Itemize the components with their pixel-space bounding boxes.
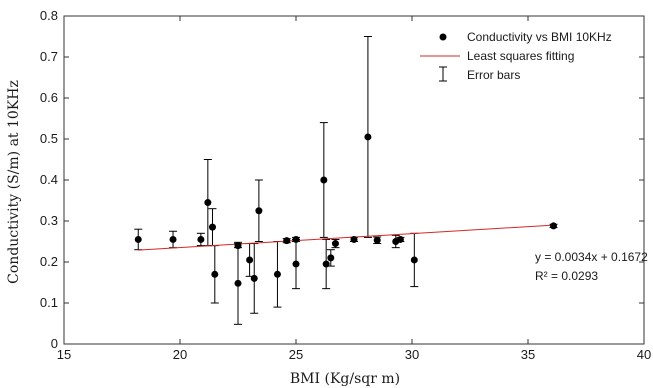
data-point [273, 270, 281, 278]
x-tick-label: 15 [57, 347, 71, 362]
y-tick-label: 0 [51, 336, 58, 351]
y-tick-label: 0.7 [40, 49, 58, 64]
data-point [550, 222, 558, 230]
legend-errorbars-label: Error bars [467, 68, 520, 82]
data-point [134, 235, 142, 243]
x-tick-label: 35 [521, 347, 535, 362]
data-point [250, 274, 258, 282]
x-tick-label: 25 [289, 347, 303, 362]
y-tick-label: 0.2 [40, 254, 58, 269]
y-tick-label: 0.8 [40, 8, 58, 23]
data-point [234, 279, 242, 287]
fit-equation: y = 0.0034x + 0.1672 [535, 250, 648, 264]
data-point [320, 176, 328, 184]
legend: Conductivity vs BMI 10KHz Least squares … [420, 30, 612, 82]
data-point [350, 235, 358, 243]
data-point [283, 237, 291, 245]
data-point [331, 240, 339, 248]
data-point [234, 242, 242, 250]
data-point [322, 260, 330, 268]
legend-point-marker [439, 33, 447, 41]
data-point [208, 223, 216, 231]
axes [63, 15, 645, 345]
data-point [364, 133, 372, 141]
least-squares-fit-line [138, 224, 554, 251]
data-point [211, 270, 219, 278]
y-tick-label: 0.1 [40, 295, 58, 310]
y-tick-label: 0.6 [40, 90, 58, 105]
data-point [410, 256, 418, 264]
x-tick-label: 20 [173, 347, 187, 362]
data-point [292, 235, 300, 243]
x-tick-label: 30 [405, 347, 419, 362]
legend-errorbar-swatch [439, 66, 447, 82]
legend-points-label: Conductivity vs BMI 10KHz [467, 30, 612, 44]
data-point [373, 236, 381, 244]
data-point [197, 235, 205, 243]
y-tick-label: 0.4 [40, 172, 58, 187]
data-point [204, 199, 212, 207]
data-point [246, 256, 254, 264]
data-point [255, 207, 263, 215]
x-tick-label: 40 [637, 347, 651, 362]
y-tick-label: 0.5 [40, 131, 58, 146]
data-points [134, 133, 558, 287]
data-point [169, 235, 177, 243]
plot-frame [63, 15, 645, 345]
tick-labels: 15 20 25 30 35 40 0 0.1 0.2 0.3 0.4 0.5 0.6 0.7 0.8 [40, 8, 651, 362]
data-point [327, 254, 335, 262]
data-point [396, 235, 404, 243]
y-tick-label: 0.3 [40, 213, 58, 228]
legend-fit-label: Least squares fitting [467, 49, 574, 63]
x-axis-label: BMI (Kg/sqr m) [290, 371, 400, 387]
data-point [292, 260, 300, 268]
y-axis-label: Conductivity (S/m) at 10KHz [6, 80, 22, 284]
r-squared: R² = 0.0293 [535, 269, 598, 283]
